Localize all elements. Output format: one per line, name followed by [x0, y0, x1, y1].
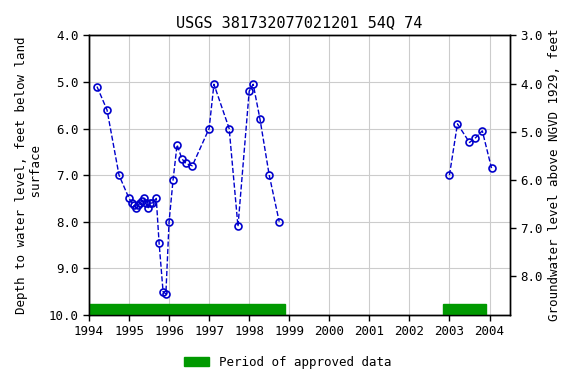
Bar	[89, 304, 285, 315]
Y-axis label: Groundwater level above NGVD 1929, feet: Groundwater level above NGVD 1929, feet	[548, 29, 561, 321]
Legend: Period of approved data: Period of approved data	[179, 351, 397, 374]
Y-axis label: Depth to water level, feet below land
 surface: Depth to water level, feet below land su…	[15, 36, 43, 314]
Bar	[444, 304, 486, 315]
Title: USGS 381732077021201 54Q 74: USGS 381732077021201 54Q 74	[176, 15, 422, 30]
